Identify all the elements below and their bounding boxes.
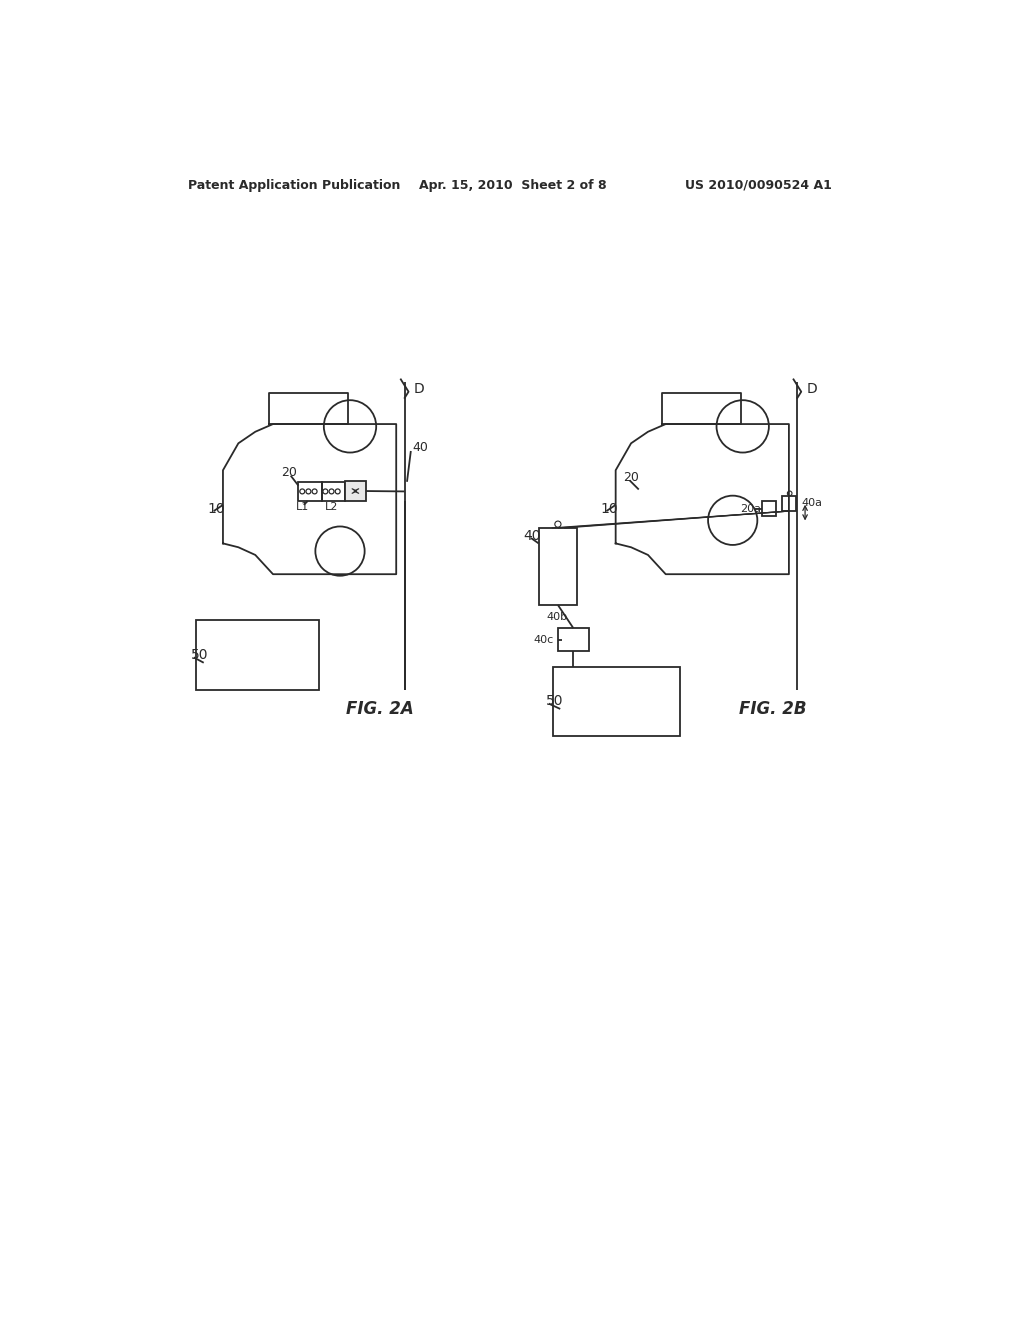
Bar bbox=[553, 667, 680, 737]
Circle shape bbox=[329, 488, 334, 494]
Bar bbox=[345, 480, 367, 502]
Bar bbox=[782, 496, 796, 511]
Circle shape bbox=[335, 488, 340, 494]
Circle shape bbox=[717, 400, 769, 453]
Circle shape bbox=[300, 488, 305, 494]
Text: D: D bbox=[414, 383, 425, 396]
Circle shape bbox=[306, 488, 311, 494]
Text: FIG. 2A: FIG. 2A bbox=[346, 700, 414, 718]
Circle shape bbox=[323, 488, 328, 494]
Text: Patent Application Publication: Patent Application Publication bbox=[188, 178, 400, 191]
Text: D: D bbox=[807, 383, 817, 396]
Text: 40b: 40b bbox=[547, 611, 567, 622]
Bar bbox=[558, 628, 589, 651]
Bar bbox=[196, 620, 319, 689]
Text: 50: 50 bbox=[190, 648, 208, 663]
Text: 40: 40 bbox=[413, 441, 428, 454]
Text: 50: 50 bbox=[547, 694, 564, 709]
Text: 20: 20 bbox=[281, 466, 297, 479]
Text: 40a: 40a bbox=[801, 499, 822, 508]
Text: L2: L2 bbox=[325, 502, 338, 512]
Circle shape bbox=[312, 488, 317, 494]
Text: 10: 10 bbox=[600, 502, 617, 516]
Circle shape bbox=[555, 521, 561, 527]
Bar bbox=[762, 502, 776, 516]
Text: 20: 20 bbox=[624, 471, 639, 484]
Text: 20a: 20a bbox=[740, 504, 762, 513]
Bar bbox=[322, 482, 345, 502]
Text: Apr. 15, 2010  Sheet 2 of 8: Apr. 15, 2010 Sheet 2 of 8 bbox=[419, 178, 607, 191]
Circle shape bbox=[324, 400, 376, 453]
Circle shape bbox=[787, 491, 792, 496]
Text: FIG. 2B: FIG. 2B bbox=[739, 700, 806, 718]
Text: L1: L1 bbox=[296, 502, 309, 512]
Circle shape bbox=[708, 496, 758, 545]
Text: 40: 40 bbox=[523, 529, 541, 543]
Text: 40c: 40c bbox=[534, 635, 554, 644]
Text: 10: 10 bbox=[208, 502, 225, 516]
Text: US 2010/0090524 A1: US 2010/0090524 A1 bbox=[685, 178, 831, 191]
Bar bbox=[298, 482, 322, 502]
Bar bbox=[539, 528, 578, 605]
Circle shape bbox=[315, 527, 365, 576]
